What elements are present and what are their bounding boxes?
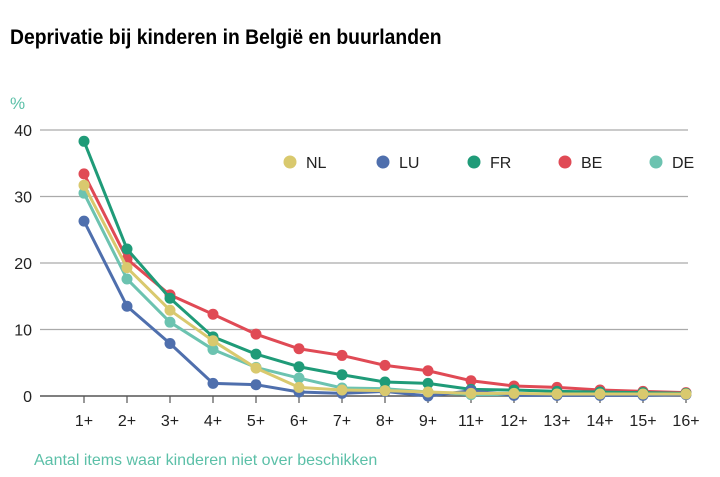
y-tick-label: 10 <box>14 323 32 340</box>
data-point-nl <box>637 388 649 400</box>
data-point-fr <box>293 361 305 373</box>
data-point-be <box>250 328 262 340</box>
x-tick-label: 16+ <box>672 413 699 430</box>
series-line-fr <box>82 140 687 395</box>
data-point-nl <box>293 381 305 393</box>
x-tick-label: 2+ <box>118 413 136 430</box>
legend-marker-fr <box>467 155 481 169</box>
y-tick-label: 20 <box>14 256 32 273</box>
data-point-lu <box>121 300 133 312</box>
data-point-nl <box>465 387 477 399</box>
data-point-be <box>422 365 434 377</box>
legend-label-fr: FR <box>490 155 511 172</box>
data-point-lu <box>250 379 262 391</box>
legend-marker-lu <box>376 155 390 169</box>
legend-marker-nl <box>283 155 297 169</box>
legend-label-lu: LU <box>399 155 419 172</box>
chart-title: Deprivatie bij kinderen in België en buu… <box>10 26 442 49</box>
data-point-de <box>207 343 219 355</box>
x-tick-label: 13+ <box>543 413 570 430</box>
data-point-nl <box>680 388 692 400</box>
x-tick-label: 5+ <box>247 413 265 430</box>
x-tick-label: 7+ <box>333 413 351 430</box>
data-point-be <box>465 375 477 387</box>
data-point-be <box>379 359 391 371</box>
data-point-fr <box>121 243 133 255</box>
x-tick-label: 11+ <box>458 413 484 430</box>
data-point-nl <box>121 262 133 274</box>
data-point-de <box>164 316 176 328</box>
data-point-nl <box>164 304 176 316</box>
x-tick-label: 12+ <box>500 413 527 430</box>
legend-marker-be <box>558 155 572 169</box>
x-tick-label: 1+ <box>75 413 93 430</box>
series-line-be <box>82 173 687 395</box>
data-point-nl <box>422 386 434 398</box>
data-point-nl <box>78 179 90 191</box>
x-tick-label: 9+ <box>419 413 437 430</box>
y-tick-label: 30 <box>14 190 32 207</box>
x-axis-label: Aantal items waar kinderen niet over bes… <box>34 452 377 469</box>
data-point-fr <box>336 369 348 381</box>
data-point-nl <box>250 362 262 374</box>
x-tick-label: 3+ <box>161 413 179 430</box>
data-point-de <box>293 372 305 384</box>
data-point-nl <box>551 388 563 400</box>
data-point-fr <box>78 135 90 147</box>
data-point-nl <box>508 387 520 399</box>
data-point-fr <box>250 348 262 360</box>
data-point-nl <box>594 388 606 400</box>
data-point-lu <box>164 337 176 349</box>
data-point-fr <box>164 292 176 304</box>
data-point-fr <box>422 377 434 389</box>
legend-label-be: BE <box>581 155 602 172</box>
data-point-nl <box>379 385 391 397</box>
data-point-be <box>336 349 348 361</box>
x-tick-label: 14+ <box>586 413 613 430</box>
data-point-lu <box>207 377 219 389</box>
x-tick-label: 4+ <box>204 413 222 430</box>
y-tick-label: 40 <box>14 123 32 140</box>
y-axis-label: % <box>10 94 25 113</box>
x-tick-label: 8+ <box>376 413 394 430</box>
x-tick-label: 6+ <box>290 413 308 430</box>
data-point-be <box>78 168 90 180</box>
legend-label-nl: NL <box>306 155 327 172</box>
data-point-nl <box>207 335 219 347</box>
data-point-nl <box>336 384 348 396</box>
data-point-be <box>207 308 219 320</box>
data-point-be <box>293 343 305 355</box>
data-point-fr <box>379 376 391 388</box>
y-tick-label: 0 <box>23 389 32 406</box>
legend-marker-de <box>649 155 663 169</box>
data-point-lu <box>78 215 90 227</box>
legend-label-de: DE <box>672 155 694 172</box>
x-tick-label: 15+ <box>629 413 656 430</box>
data-point-de <box>121 273 133 285</box>
